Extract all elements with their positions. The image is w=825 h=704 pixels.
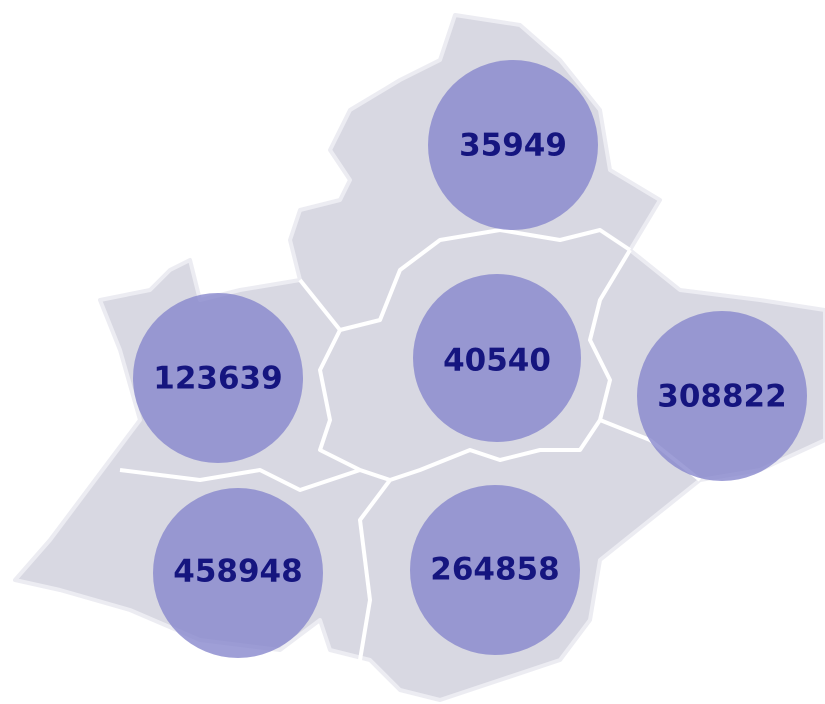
region-border bbox=[119, 468, 361, 492]
region-border bbox=[358, 248, 632, 661]
region-bubble bbox=[153, 488, 323, 658]
region-border bbox=[318, 329, 391, 482]
region-border bbox=[298, 228, 632, 332]
region-value: 123639 bbox=[153, 361, 282, 397]
region-value: 40540 bbox=[443, 343, 551, 379]
region-bubble bbox=[637, 311, 807, 481]
region-value: 458948 bbox=[173, 554, 302, 590]
region-value: 35949 bbox=[459, 128, 567, 164]
region-value: 264858 bbox=[430, 552, 559, 588]
region-bubble bbox=[413, 274, 581, 442]
region-bubble bbox=[428, 60, 598, 230]
region-value: 308822 bbox=[657, 379, 786, 415]
region-bubble bbox=[133, 293, 303, 463]
region-bubble bbox=[410, 485, 580, 655]
